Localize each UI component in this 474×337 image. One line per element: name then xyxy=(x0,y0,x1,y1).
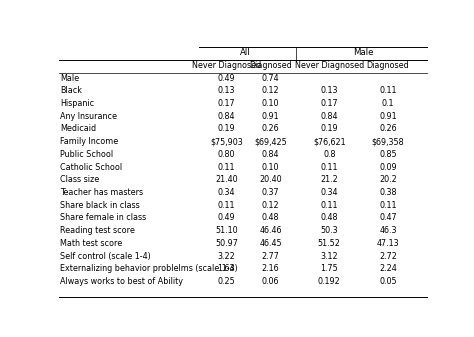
Text: 0.06: 0.06 xyxy=(262,277,279,286)
Text: 21.2: 21.2 xyxy=(320,175,338,184)
Text: Self control (scale 1-4): Self control (scale 1-4) xyxy=(60,252,151,261)
Text: All: All xyxy=(240,48,251,57)
Text: 3.12: 3.12 xyxy=(320,252,338,261)
Text: 0.11: 0.11 xyxy=(320,162,338,172)
Text: 0.19: 0.19 xyxy=(320,124,338,133)
Text: 0.17: 0.17 xyxy=(218,99,235,108)
Text: Hispanic: Hispanic xyxy=(60,99,94,108)
Text: 0.47: 0.47 xyxy=(379,213,397,222)
Text: 2.16: 2.16 xyxy=(262,264,279,273)
Text: 0.84: 0.84 xyxy=(218,112,235,121)
Text: Family Income: Family Income xyxy=(60,137,118,146)
Text: Class size: Class size xyxy=(60,175,99,184)
Text: Math test score: Math test score xyxy=(60,239,122,248)
Text: Catholic School: Catholic School xyxy=(60,162,122,172)
Text: 46.3: 46.3 xyxy=(379,226,397,235)
Text: 0.34: 0.34 xyxy=(218,188,235,197)
Text: Male: Male xyxy=(353,48,374,57)
Text: 0.80: 0.80 xyxy=(218,150,235,159)
Text: 0.12: 0.12 xyxy=(262,86,279,95)
Text: 0.85: 0.85 xyxy=(379,150,397,159)
Text: 0.12: 0.12 xyxy=(262,201,279,210)
Text: Any Insurance: Any Insurance xyxy=(60,112,117,121)
Text: 0.74: 0.74 xyxy=(262,73,279,83)
Text: 2.72: 2.72 xyxy=(379,252,397,261)
Text: 50.3: 50.3 xyxy=(320,226,338,235)
Text: 0.37: 0.37 xyxy=(262,188,279,197)
Text: 0.84: 0.84 xyxy=(262,150,279,159)
Text: 0.05: 0.05 xyxy=(379,277,397,286)
Text: $75,903: $75,903 xyxy=(210,137,243,146)
Text: 0.48: 0.48 xyxy=(320,213,338,222)
Text: 0.84: 0.84 xyxy=(320,112,338,121)
Text: Externalizing behavior problelms (scale 1-4): Externalizing behavior problelms (scale … xyxy=(60,264,238,273)
Text: Never Diagnosed: Never Diagnosed xyxy=(295,61,364,70)
Text: 0.10: 0.10 xyxy=(262,162,279,172)
Text: Teacher has masters: Teacher has masters xyxy=(60,188,143,197)
Text: 51.52: 51.52 xyxy=(318,239,341,248)
Text: 0.13: 0.13 xyxy=(218,86,235,95)
Text: 51.10: 51.10 xyxy=(215,226,237,235)
Text: 0.91: 0.91 xyxy=(379,112,397,121)
Text: Male: Male xyxy=(60,73,79,83)
Text: 47.13: 47.13 xyxy=(377,239,399,248)
Text: Share female in class: Share female in class xyxy=(60,213,146,222)
Text: $69,425: $69,425 xyxy=(254,137,287,146)
Text: $76,621: $76,621 xyxy=(313,137,346,146)
Text: 46.45: 46.45 xyxy=(259,239,282,248)
Text: 20.2: 20.2 xyxy=(379,175,397,184)
Text: 0.11: 0.11 xyxy=(218,201,235,210)
Text: 0.26: 0.26 xyxy=(262,124,279,133)
Text: Medicaid: Medicaid xyxy=(60,124,96,133)
Text: 2.77: 2.77 xyxy=(262,252,279,261)
Text: 0.11: 0.11 xyxy=(320,201,338,210)
Text: 0.17: 0.17 xyxy=(320,99,338,108)
Text: 2.24: 2.24 xyxy=(379,264,397,273)
Text: 20.40: 20.40 xyxy=(259,175,282,184)
Text: 21.40: 21.40 xyxy=(215,175,237,184)
Text: 0.1: 0.1 xyxy=(382,99,394,108)
Text: Reading test score: Reading test score xyxy=(60,226,135,235)
Text: 0.10: 0.10 xyxy=(262,99,279,108)
Text: 46.46: 46.46 xyxy=(259,226,282,235)
Text: 0.192: 0.192 xyxy=(318,277,341,286)
Text: Public School: Public School xyxy=(60,150,113,159)
Text: 0.19: 0.19 xyxy=(218,124,235,133)
Text: 0.11: 0.11 xyxy=(218,162,235,172)
Text: Diagnosed: Diagnosed xyxy=(249,61,292,70)
Text: 0.34: 0.34 xyxy=(320,188,338,197)
Text: 0.26: 0.26 xyxy=(379,124,397,133)
Text: 0.38: 0.38 xyxy=(379,188,397,197)
Text: Never Diagnosed: Never Diagnosed xyxy=(192,61,261,70)
Text: 0.8: 0.8 xyxy=(323,150,336,159)
Text: 0.13: 0.13 xyxy=(320,86,338,95)
Text: 0.91: 0.91 xyxy=(262,112,279,121)
Text: 50.97: 50.97 xyxy=(215,239,238,248)
Text: 0.11: 0.11 xyxy=(379,86,397,95)
Text: Diagnosed: Diagnosed xyxy=(367,61,410,70)
Text: 1.63: 1.63 xyxy=(218,264,235,273)
Text: 0.49: 0.49 xyxy=(218,213,235,222)
Text: Black: Black xyxy=(60,86,82,95)
Text: 3.22: 3.22 xyxy=(218,252,235,261)
Text: Always works to best of Ability: Always works to best of Ability xyxy=(60,277,183,286)
Text: 0.09: 0.09 xyxy=(379,162,397,172)
Text: 0.49: 0.49 xyxy=(218,73,235,83)
Text: 0.11: 0.11 xyxy=(379,201,397,210)
Text: Share black in class: Share black in class xyxy=(60,201,140,210)
Text: 1.75: 1.75 xyxy=(320,264,338,273)
Text: 0.48: 0.48 xyxy=(262,213,279,222)
Text: $69,358: $69,358 xyxy=(372,137,404,146)
Text: 0.25: 0.25 xyxy=(218,277,235,286)
